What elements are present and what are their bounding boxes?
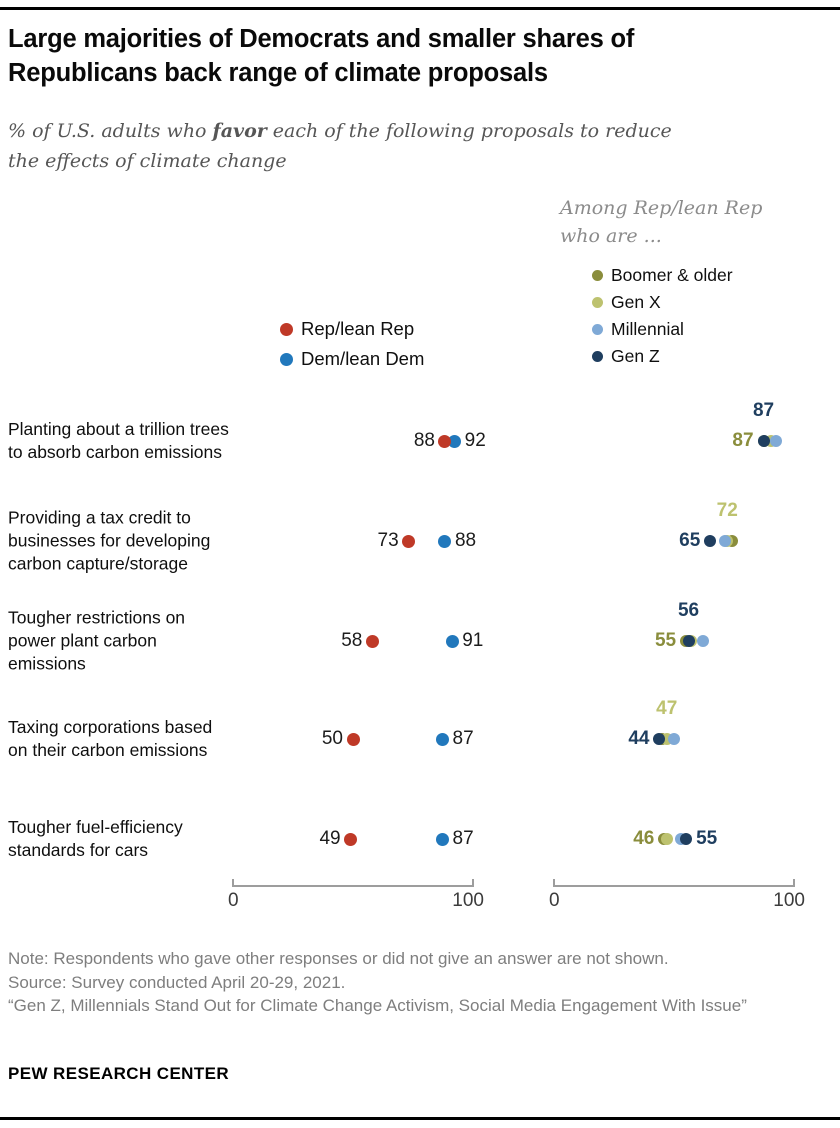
axis-tick-hundred: 100 (452, 890, 484, 911)
bottom-border-rule (0, 1117, 840, 1120)
dem-dot (436, 832, 450, 846)
millennial-dot (668, 733, 680, 745)
genz-dot (704, 535, 717, 547)
rep-value-label: 50 (321, 728, 343, 749)
note-line: Note: Respondents who gave other respons… (8, 949, 669, 968)
dem-value-label: 87 (452, 828, 474, 849)
subtitle-prefix: % of U.S. adults who (8, 120, 213, 142)
genx-legend-dot (592, 297, 603, 308)
rep-legend-dot (280, 322, 293, 336)
boomer-value-label: 46 (633, 828, 655, 849)
genz-value-label: 56 (677, 600, 700, 621)
row-label-4: Taxing corporations based on their carbo… (8, 717, 213, 760)
source-line: Source: Survey conducted April 20-29, 20… (8, 972, 346, 992)
genz-dot (680, 833, 693, 845)
dem-dot (438, 534, 452, 548)
pew-research-center-wordmark: PEW RESEARCH CENTER (8, 1064, 230, 1083)
generation-legend: Boomer & older Gen X Millennial Gen Z (592, 262, 733, 370)
legend-item-dem: Dem/lean Dem (280, 344, 424, 374)
millennial-dot (718, 535, 731, 547)
generation-panel-caption: Among Rep/lean Rep who are ... (560, 197, 763, 247)
dem-dot (448, 434, 462, 448)
millennial-legend-dot (592, 324, 603, 335)
genx-dot (660, 833, 673, 845)
axis-tick-hundred: 100 (773, 890, 805, 911)
legend-label-millennial: Millennial (611, 319, 684, 339)
axis-overall-panel: 0 100 (228, 879, 484, 911)
rep-value-label: 88 (413, 430, 435, 451)
dem-value-label: 87 (452, 728, 474, 749)
dem-value-label: 88 (454, 530, 477, 551)
genz-value-label: 44 (628, 728, 650, 749)
legend-label-genz: Gen Z (611, 346, 660, 366)
genz-dot (653, 733, 666, 745)
legend-item-boomer: Boomer & older (592, 262, 733, 289)
dem-value-label: 91 (462, 630, 484, 651)
genz-value-label: 65 (679, 530, 701, 551)
rep-dot (438, 434, 452, 448)
genz-value-label: 87 (752, 400, 775, 421)
party-legend: Rep/lean Rep Dem/lean Dem (280, 314, 424, 374)
subtitle-suffix: each of the following proposals to reduc… (8, 120, 672, 172)
boomer-value-label: 87 (732, 430, 754, 451)
legend-item-rep: Rep/lean Rep (280, 314, 424, 344)
rep-dot (365, 634, 379, 648)
dem-value-label: 92 (464, 430, 486, 451)
axis-tick-zero: 0 (228, 890, 239, 911)
rep-value-label: 58 (341, 630, 363, 651)
chart-subtitle: % of U.S. adults who favor each of the f… (8, 116, 708, 176)
row-label-1: Planting about a trillion trees to absor… (8, 419, 229, 462)
legend-item-millennial: Millennial (592, 316, 733, 343)
legend-label-genx: Gen X (611, 292, 661, 312)
row-label-3: Tougher restrictions on power plant carb… (8, 607, 186, 674)
genz-legend-dot (592, 351, 603, 362)
legend-label-boomer: Boomer & older (611, 265, 733, 285)
axis-generation-panel: 0 100 (549, 879, 805, 911)
genx-value-label: 72 (716, 500, 738, 521)
legend-item-genz: Gen Z (592, 343, 733, 370)
millennial-dot (769, 435, 782, 447)
axis-tick-zero: 0 (549, 890, 560, 911)
millennial-dot (697, 635, 710, 647)
legend-label-rep: Rep/lean Rep (301, 318, 415, 339)
chart-title: Large majorities of Democrats and smalle… (8, 25, 635, 87)
dem-legend-dot (280, 352, 293, 366)
genz-dot (757, 435, 770, 447)
boomer-legend-dot (592, 270, 603, 281)
legend-item-genx: Gen X (592, 289, 733, 316)
legend-label-dem: Dem/lean Dem (301, 348, 425, 369)
chart-notes: Note: Respondents who gave other respons… (8, 947, 826, 1018)
rep-value-label: 49 (319, 828, 341, 849)
boomer-value-label: 55 (654, 630, 677, 651)
genz-dot (682, 635, 695, 647)
row-label-5: Tougher fuel-efficiency standards for ca… (8, 817, 183, 860)
rep-dot (344, 832, 358, 846)
dem-dot (436, 732, 450, 746)
rep-value-label: 73 (377, 530, 399, 551)
dem-dot (445, 634, 459, 648)
top-border-rule (0, 7, 840, 10)
genz-value-label: 55 (696, 828, 718, 849)
rep-dot (346, 732, 360, 746)
row-label-2: Providing a tax credit to businesses for… (8, 507, 211, 574)
rep-dot (402, 534, 416, 548)
genx-value-label: 47 (656, 698, 678, 719)
report-title-line: “Gen Z, Millennials Stand Out for Climat… (8, 996, 747, 1015)
subtitle-favor-emphasis: favor (212, 120, 267, 142)
